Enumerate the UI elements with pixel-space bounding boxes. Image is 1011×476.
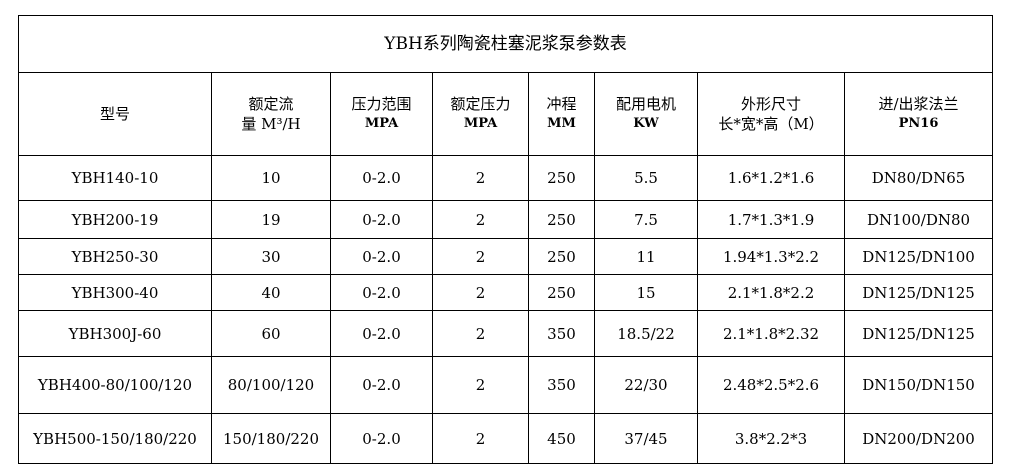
table-title: YBH系列陶瓷柱塞泥浆泵参数表	[17, 15, 994, 73]
header-unit: 量 M³/H	[241, 115, 301, 133]
table-cell: DN150/DN150	[843, 356, 994, 414]
header-row: 型号 额定流量 M³/H 压力范围 MPA 额定压力 MPA 冲程 MM 配用电机 KW 外形尺寸长…	[18, 72, 994, 156]
table-cell: DN125/DN125	[843, 310, 994, 357]
header-label: 冲程	[546, 95, 577, 113]
pump-parameter-table: YBH系列陶瓷柱塞泥浆泵参数表 型号 额定流量 M³/H 压力范围 MPA 额定压力 MP…	[17, 15, 994, 464]
table-cell: YBH300J-60	[18, 310, 212, 357]
table-cell: DN200/DN200	[843, 413, 994, 464]
table-cell: 250	[528, 238, 595, 275]
table-cell: 250	[528, 200, 595, 239]
table-cell: 5.5	[594, 155, 698, 201]
header-unit: 长*宽*高（M）	[718, 115, 824, 133]
table-cell: 250	[528, 155, 595, 201]
column-header: 额定压力 MPA	[432, 72, 529, 156]
header-unit: MM	[547, 116, 576, 131]
table-cell: 2.1*1.8*2.2	[697, 274, 845, 311]
table-cell: 2	[432, 413, 529, 464]
table-cell: 1.94*1.3*2.2	[697, 238, 845, 275]
column-header: 配用电机 KW	[594, 72, 698, 156]
table-cell: 10	[211, 155, 331, 201]
table-row: YBH250-30 30 0-2.0 2 250 11 1.94*1.3*2.2 DN125/…	[18, 238, 994, 275]
table-row: YBH300J-60 60 0-2.0 2 350 18.5/22 2.1*1.8*2.32…	[18, 310, 994, 357]
table-cell: 60	[211, 310, 331, 357]
table-cell: 11	[594, 238, 698, 275]
table-cell: YBH400-80/100/120	[18, 356, 212, 414]
table-cell: 0-2.0	[330, 238, 433, 275]
table-row: YBH500-150/180/220 150/180/220 0-2.0 2 450 37…	[18, 413, 994, 464]
table-cell: 150/180/220	[211, 413, 331, 464]
header-unit: KW	[633, 116, 659, 131]
header-label: 外形尺寸	[740, 95, 801, 113]
table-cell: 2	[432, 274, 529, 311]
header-unit: MPA	[364, 116, 399, 131]
table-cell: 2	[432, 238, 529, 275]
table-cell: 0-2.0	[330, 155, 433, 201]
table-cell: 2	[432, 155, 529, 201]
table-cell: 1.7*1.3*1.9	[697, 200, 845, 239]
table-cell: YBH140-10	[18, 155, 212, 201]
table-cell: 3.8*2.2*3	[697, 413, 845, 464]
table-cell: 0-2.0	[330, 200, 433, 239]
table-cell: 0-2.0	[330, 413, 433, 464]
header-label: 额定压力	[450, 95, 511, 113]
header-label: 额定流	[248, 95, 294, 113]
table-row: YBH200-19 19 0-2.0 2 250 7.5 1.7*1.3*1.9 DN100/…	[18, 200, 994, 239]
column-header: 压力范围 MPA	[330, 72, 433, 156]
table-cell: 2	[432, 356, 529, 414]
table-cell: 350	[528, 356, 595, 414]
header-label: 型号	[99, 105, 130, 123]
column-header: 进/出浆法兰 PN16	[843, 72, 994, 156]
table-cell: 0-2.0	[330, 310, 433, 357]
table-cell: 350	[528, 310, 595, 357]
header-label: 压力范围	[351, 95, 412, 113]
table-cell: 30	[211, 238, 331, 275]
table-cell: DN125/DN125	[843, 274, 994, 311]
table-cell: YBH250-30	[18, 238, 212, 275]
table-cell: YBH200-19	[18, 200, 212, 239]
table-cell: DN80/DN65	[843, 155, 994, 201]
table-cell: 7.5	[594, 200, 698, 239]
table-cell: 0-2.0	[330, 356, 433, 414]
table-cell: 15	[594, 274, 698, 311]
table-cell: 18.5/22	[594, 310, 698, 357]
header-unit: MPA	[463, 116, 498, 131]
table-cell: 2.1*1.8*2.32	[697, 310, 845, 357]
table-cell: 2	[432, 310, 529, 357]
table-cell: 2	[432, 200, 529, 239]
table-cell: 450	[528, 413, 595, 464]
table-cell: 22/30	[594, 356, 698, 414]
table-cell: 250	[528, 274, 595, 311]
table-row: YBH300-40 40 0-2.0 2 250 15 2.1*1.8*2.2 DN125/D…	[18, 274, 994, 311]
table-cell: 37/45	[594, 413, 698, 464]
column-header: 额定流量 M³/H	[211, 72, 331, 156]
table-cell: 19	[211, 200, 331, 239]
table-cell: 80/100/120	[211, 356, 331, 414]
table-cell: 40	[211, 274, 331, 311]
table-cell: DN125/DN100	[843, 238, 994, 275]
column-header: 冲程 MM	[528, 72, 595, 156]
table-cell: YBH500-150/180/220	[18, 413, 212, 464]
table-cell: 0-2.0	[330, 274, 433, 311]
header-label: 进/出浆法兰	[878, 95, 959, 113]
column-header: 外形尺寸长*宽*高（M）	[697, 72, 845, 156]
column-header: 型号	[18, 72, 212, 156]
header-unit: PN16	[898, 116, 939, 131]
table-cell: DN100/DN80	[843, 200, 994, 239]
header-label: 配用电机	[615, 95, 676, 113]
table-cell: 1.6*1.2*1.6	[697, 155, 845, 201]
table-row: YBH400-80/100/120 80/100/120 0-2.0 2 350 22/3…	[18, 356, 994, 414]
table-row: YBH140-10 10 0-2.0 2 250 5.5 1.6*1.2*1.6 DN80/D…	[18, 155, 994, 201]
table-cell: YBH300-40	[18, 274, 212, 311]
table-cell: 2.48*2.5*2.6	[697, 356, 845, 414]
